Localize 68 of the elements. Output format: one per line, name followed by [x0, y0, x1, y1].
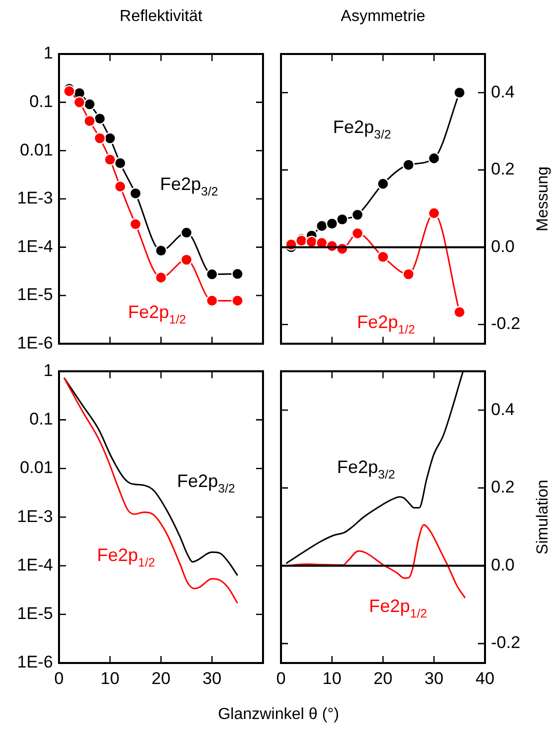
y-tick-label: 1E-3 [17, 506, 53, 526]
point [453, 86, 466, 99]
y-tick-label: 0.2 [491, 160, 515, 179]
point [206, 268, 218, 280]
point [84, 114, 96, 128]
x-tick-label: 0 [276, 668, 286, 688]
point [231, 294, 244, 307]
y-tick-label: 1E-3 [17, 188, 53, 208]
point [326, 218, 338, 230]
x-tick-label: 20 [374, 668, 392, 688]
point [453, 306, 466, 318]
y-tick-label: 0.01 [20, 458, 53, 478]
point [73, 96, 86, 108]
point [129, 218, 142, 230]
point [316, 220, 328, 232]
y-axis-title: Simulation [534, 480, 552, 554]
point [104, 154, 116, 166]
x-tick-label: 0 [54, 668, 64, 688]
point [206, 294, 218, 307]
point [180, 226, 193, 239]
y-tick-label: 1 [44, 44, 53, 63]
point [129, 187, 142, 200]
point [231, 268, 244, 280]
x-tick-label: 40 [476, 668, 494, 688]
y-tick-label: 0.1 [29, 92, 53, 111]
y-tick-label: 0.4 [491, 400, 515, 419]
x-tick-label: 10 [100, 668, 120, 688]
y-tick-label: 0.0 [491, 555, 515, 574]
x-tick-label: 20 [152, 668, 170, 688]
x-tick-label: 10 [322, 668, 342, 688]
y-tick-label: 1E-4 [17, 555, 53, 574]
y-tick-label: 1E-5 [17, 285, 53, 304]
point [180, 254, 193, 266]
point [94, 132, 106, 144]
point [428, 152, 440, 164]
point [336, 213, 348, 226]
chart-title: Reflektivität [120, 8, 203, 25]
y-tick-label: 1 [44, 360, 53, 380]
y-tick-label: -0.2 [491, 633, 520, 652]
point [63, 85, 76, 98]
y-tick-label: 1E-6 [17, 652, 53, 672]
y-tick-label: 1E-6 [17, 333, 53, 352]
point [114, 180, 126, 193]
y-tick-label: 1E-5 [17, 604, 53, 624]
point [94, 112, 106, 125]
point [428, 207, 440, 220]
y-tick-label: -0.2 [491, 314, 520, 334]
point [351, 208, 364, 221]
point [402, 158, 415, 171]
y-tick-label: 0.4 [491, 82, 515, 102]
point [376, 178, 390, 190]
y-tick-label: 0.0 [491, 236, 515, 256]
point [84, 98, 96, 110]
point [154, 271, 168, 284]
point [114, 157, 126, 170]
y-tick-label: 0.1 [29, 410, 53, 429]
y-tick-label: 0.01 [20, 140, 53, 160]
x-tick-label: 30 [424, 668, 444, 688]
x-tick-label: 30 [202, 668, 222, 688]
x-axis-title: Glanzwinkel θ (°) [216, 706, 340, 724]
point [402, 268, 415, 280]
y-tick-label: 0.2 [491, 478, 515, 497]
y-tick-label: 1E-4 [17, 236, 53, 256]
point [351, 227, 364, 240]
chart-title: Asymmetrie [340, 8, 426, 25]
y-axis-title: Messung [534, 166, 552, 232]
point [376, 250, 390, 263]
point [154, 244, 168, 257]
